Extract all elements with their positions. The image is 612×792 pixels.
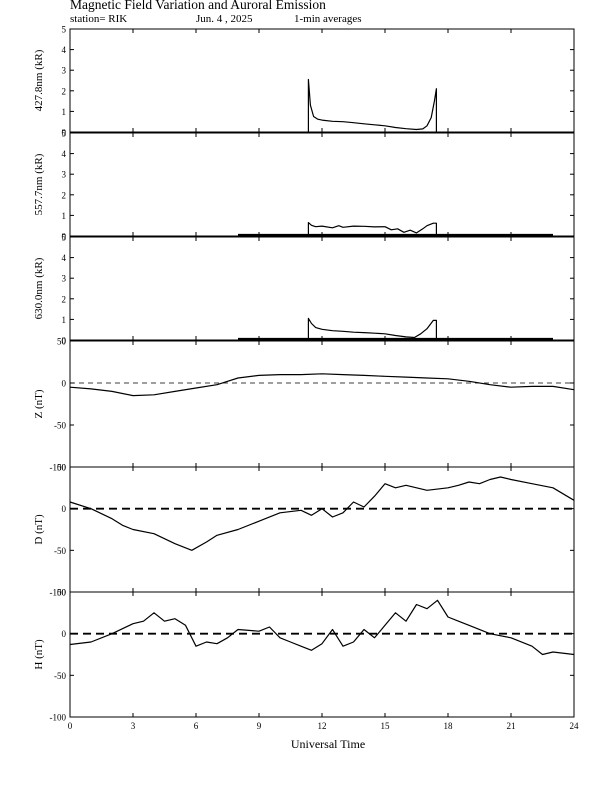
chart-title: Magnetic Field Variation and Auroral Emi… xyxy=(70,0,326,12)
y-axis-label-557: 557.7nm (kR) xyxy=(33,153,45,215)
y-tick-label-557: 4 xyxy=(62,149,67,159)
series-line-Z xyxy=(69,373,575,397)
y-axis-label-Z: Z (nT) xyxy=(33,389,45,418)
panel-frame-557 xyxy=(69,132,575,237)
y-tick-label-Z: -100 xyxy=(50,463,67,473)
y-axis-label-D: D (nT) xyxy=(33,514,45,545)
panel-frame-Z xyxy=(69,340,575,468)
y-tick-label-D: -50 xyxy=(54,546,66,556)
x-tick-label: 12 xyxy=(318,721,327,731)
x-tick-label: 18 xyxy=(444,721,454,731)
series-line-D xyxy=(69,476,575,551)
panel-frame-630 xyxy=(69,236,575,341)
series-line-H xyxy=(69,599,575,656)
y-tick-label-D: 50 xyxy=(57,463,67,473)
y-tick-label-630: 5 xyxy=(62,233,67,243)
y-tick-label-557: 2 xyxy=(62,190,67,200)
y-axis-label-H: H (nT) xyxy=(33,639,45,670)
x-axis-label: Universal Time xyxy=(291,737,365,751)
y-tick-label-630: 0 xyxy=(62,336,67,346)
y-tick-label-557: 1 xyxy=(62,211,67,221)
y-tick-label-427: 1 xyxy=(62,107,67,117)
date-label: Jun. 4 , 2025 xyxy=(196,13,253,25)
y-tick-label-427: 2 xyxy=(62,86,67,96)
y-axis-label-427: 427.8nm (kR) xyxy=(33,49,45,111)
averages-label: 1-min averages xyxy=(294,13,362,25)
y-tick-label-427: 3 xyxy=(62,66,67,76)
series-line-630 xyxy=(307,317,437,340)
y-axis-label-630: 630.0nm (kR) xyxy=(33,257,45,319)
series-line-427 xyxy=(307,78,437,132)
y-tick-label-H: -50 xyxy=(54,671,66,681)
y-tick-label-427: 5 xyxy=(62,25,67,35)
y-tick-label-H: 0 xyxy=(62,629,67,639)
y-tick-label-427: 4 xyxy=(62,45,67,55)
x-tick-label: 9 xyxy=(257,721,262,731)
x-tick-label: 21 xyxy=(507,721,516,731)
y-tick-label-630: 4 xyxy=(62,253,67,263)
x-tick-label: 3 xyxy=(131,721,136,731)
y-tick-label-Z: -50 xyxy=(54,421,66,431)
y-tick-label-557: 0 xyxy=(62,232,67,242)
y-tick-label-D: 0 xyxy=(62,504,67,514)
y-tick-label-630: 2 xyxy=(62,294,67,304)
chart-subtitle: station= RIK Jun. 4 , 2025 1-min averages xyxy=(70,13,362,25)
x-tick-label: 0 xyxy=(68,721,73,731)
y-tick-label-630: 3 xyxy=(62,274,67,284)
x-tick-label: 15 xyxy=(381,721,391,731)
series-line-557 xyxy=(307,222,437,236)
x-tick-label: 24 xyxy=(570,721,580,731)
y-tick-label-D: -100 xyxy=(50,588,67,598)
y-tick-label-557: 3 xyxy=(62,170,67,180)
y-tick-label-H: -100 xyxy=(50,713,67,723)
y-tick-label-Z: 0 xyxy=(62,379,67,389)
x-tick-label: 6 xyxy=(194,721,199,731)
y-tick-label-557: 5 xyxy=(62,129,67,139)
panel-frame-H xyxy=(69,591,575,718)
y-tick-label-Z: 50 xyxy=(57,337,67,347)
panel-frame-427 xyxy=(69,28,575,133)
panel-frame-D xyxy=(69,466,575,593)
station-label: station= RIK xyxy=(70,13,128,25)
y-tick-label-427: 0 xyxy=(62,128,67,138)
y-tick-label-630: 1 xyxy=(62,315,67,325)
y-tick-label-H: 50 xyxy=(57,588,67,598)
